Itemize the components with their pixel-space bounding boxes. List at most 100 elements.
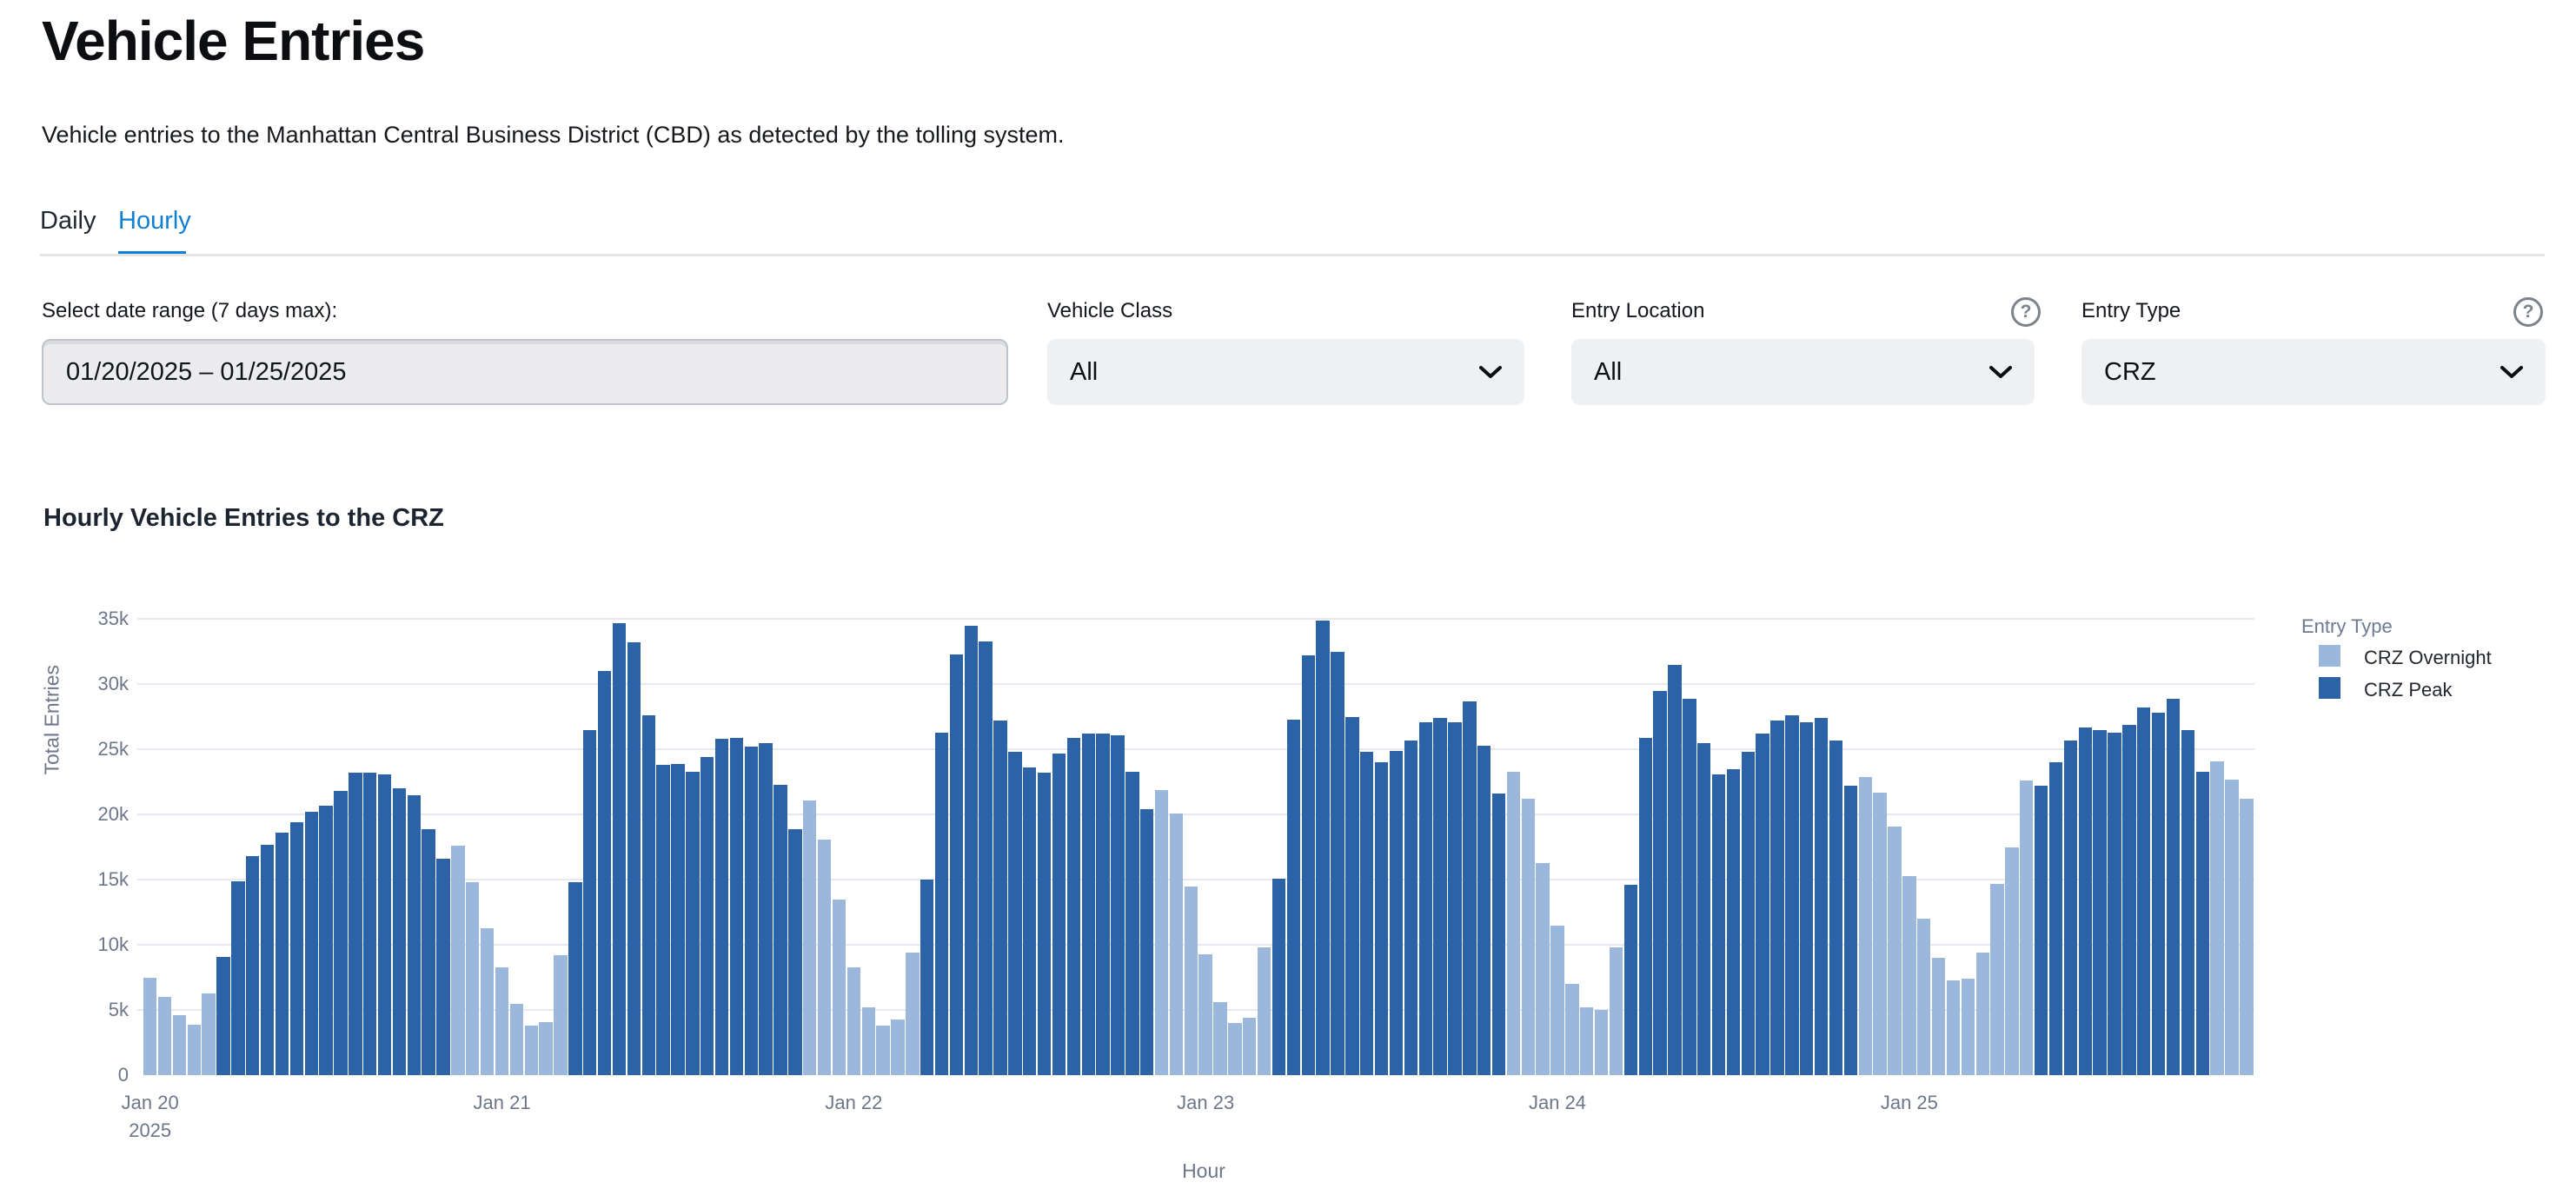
bar-jan-22-h11	[1008, 752, 1022, 1075]
tabs-divider	[40, 254, 2545, 256]
bar-jan-21-h23	[832, 899, 846, 1075]
bar-jan-23-h19	[1477, 745, 1491, 1075]
bar-jan-20-h20	[436, 859, 450, 1075]
bar-jan-22-h3	[891, 1019, 905, 1075]
bar-jan-25-h22	[2225, 779, 2239, 1075]
bar-jan-25-h12	[2078, 727, 2092, 1075]
bar-jan-22-h8	[964, 625, 978, 1075]
bar-jan-22-h2	[876, 1026, 890, 1075]
entry-location-help-icon[interactable]: ?	[2011, 297, 2041, 327]
bar-jan-21-h8	[612, 622, 627, 1075]
bar-jan-24-h1	[1565, 984, 1579, 1075]
bar-jan-25-h9	[2034, 786, 2048, 1075]
bar-jan-24-h13	[1741, 752, 1755, 1075]
bar-jan-23-h9	[1331, 651, 1344, 1075]
bar-jan-21-h19	[773, 784, 787, 1075]
bar-jan-21-h13	[686, 771, 700, 1075]
x-tick-label: Jan 20	[121, 1092, 179, 1113]
bar-jan-25-h11	[2063, 740, 2078, 1075]
y-tick-label: 0	[117, 1064, 129, 1086]
bar-jan-23-h2	[1228, 1023, 1242, 1075]
gridline-30k	[137, 683, 2254, 685]
bar-jan-25-h23	[2240, 799, 2254, 1075]
entry-type-help-icon[interactable]: ?	[2513, 297, 2543, 327]
bar-jan-25-h8	[2020, 780, 2034, 1075]
y-tick-label: 35k	[97, 608, 129, 629]
y-tick-label: 30k	[97, 673, 129, 694]
bar-jan-22-h13	[1037, 773, 1052, 1075]
bar-jan-25-h18	[2166, 698, 2181, 1075]
bar-jan-24-h17	[1800, 721, 1814, 1075]
bar-jan-25-h15	[2122, 724, 2136, 1075]
bar-jan-24-h5	[1623, 885, 1638, 1075]
bar-jan-22-h7	[949, 654, 964, 1075]
bar-jan-21-h9	[627, 642, 641, 1075]
bar-jan-21-h0	[495, 966, 509, 1075]
bar-jan-21-h7	[597, 671, 612, 1075]
date-range-input[interactable]: 01/20/2025 – 01/25/2025	[42, 339, 1008, 405]
y-tick-label: 25k	[97, 738, 129, 760]
tab-daily[interactable]: Daily	[40, 207, 96, 235]
x-tick-label: Jan 22	[825, 1092, 883, 1113]
x-tick-sublabel: 2025	[129, 1119, 172, 1141]
bar-jan-22-h20	[1140, 809, 1154, 1075]
bar-jan-20-h10	[289, 822, 304, 1075]
bar-jan-25-h4	[1961, 979, 1975, 1075]
bar-jan-22-h0	[846, 966, 861, 1075]
bar-jan-22-h10	[993, 721, 1007, 1075]
entry-type-select[interactable]: CRZ	[2081, 339, 2546, 405]
tab-hourly[interactable]: Hourly	[118, 207, 191, 235]
x-tick-label: Jan 23	[1177, 1092, 1235, 1113]
bar-jan-24-h11	[1711, 774, 1726, 1075]
chevron-down-icon	[1989, 366, 2012, 378]
bar-jan-23-h23	[1536, 862, 1550, 1075]
x-tick-label: Jan 21	[473, 1092, 531, 1113]
y-tick-label: 20k	[97, 803, 129, 825]
bar-jan-22-h16	[1081, 734, 1095, 1075]
chart-title: Hourly Vehicle Entries to the CRZ	[43, 504, 444, 532]
bar-jan-21-h2	[524, 1026, 538, 1075]
bar-jan-20-h9	[275, 833, 289, 1075]
bar-jan-23-h16	[1433, 718, 1447, 1075]
bar-jan-24-h19	[1829, 740, 1843, 1075]
bar-jan-24-h20	[1843, 786, 1858, 1075]
bar-jan-23-h5	[1271, 878, 1286, 1075]
bar-jan-24-h16	[1785, 715, 1799, 1075]
bar-jan-24-h0	[1550, 925, 1564, 1075]
gridline-25k	[137, 748, 2254, 750]
bar-jan-21-h20	[788, 828, 802, 1075]
bar-jan-20-h5	[216, 956, 230, 1075]
bar-jan-22-h23	[1184, 886, 1198, 1075]
bar-jan-20-h8	[260, 844, 275, 1075]
bar-jan-20-h22	[466, 882, 480, 1075]
vehicle-class-select[interactable]: All	[1047, 339, 1524, 405]
bar-jan-20-h0	[143, 977, 157, 1075]
bar-jan-22-h14	[1052, 753, 1066, 1075]
bar-jan-21-h3	[539, 1021, 553, 1075]
bar-jan-24-h6	[1638, 737, 1652, 1075]
gridline-15k	[137, 879, 2254, 880]
bar-jan-23-h8	[1316, 620, 1330, 1075]
bar-jan-23-h20	[1491, 794, 1506, 1075]
bar-jan-23-h0	[1198, 953, 1212, 1075]
x-tick-label: Jan 24	[1528, 1092, 1587, 1113]
x-tick-label: Jan 25	[1880, 1092, 1938, 1113]
bar-jan-25-h2	[1931, 958, 1946, 1075]
bar-jan-23-h4	[1257, 947, 1271, 1075]
bar-jan-24-h21	[1858, 776, 1872, 1075]
bar-jan-23-h22	[1521, 799, 1535, 1075]
legend-title: Entry Type	[2301, 615, 2393, 637]
bar-jan-20-h16	[377, 774, 392, 1075]
bar-jan-21-h17	[744, 747, 758, 1075]
date-range-label: Select date range (7 days max):	[42, 299, 338, 322]
bar-jan-20-h1	[157, 997, 172, 1075]
legend-label-peak: CRZ Peak	[2364, 679, 2453, 701]
bar-jan-22-h18	[1111, 734, 1125, 1075]
bar-jan-23-h21	[1506, 771, 1521, 1075]
legend-swatch-peak	[2319, 677, 2340, 699]
y-tick-label: 10k	[97, 933, 129, 955]
bar-jan-20-h2	[172, 1015, 187, 1075]
entry-location-select[interactable]: All	[1571, 339, 2035, 405]
bar-jan-21-h11	[656, 765, 670, 1075]
y-tick-label: 15k	[97, 868, 129, 890]
